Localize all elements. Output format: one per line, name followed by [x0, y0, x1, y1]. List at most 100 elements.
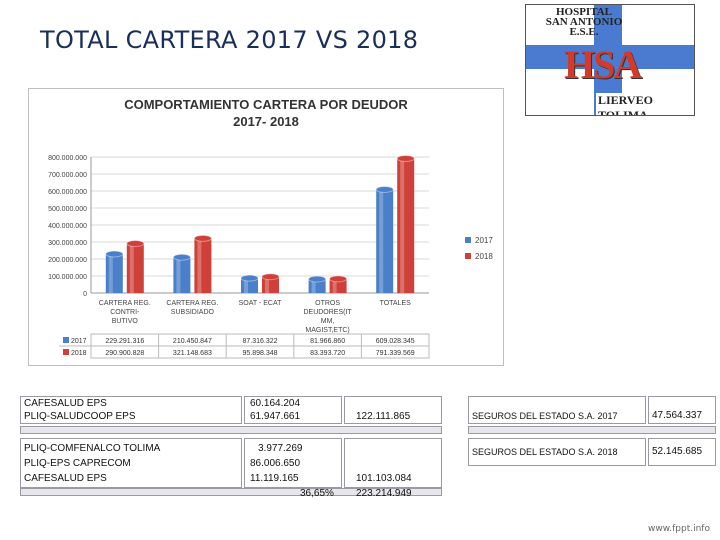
left-row-total: 122.111.865	[356, 411, 411, 422]
legend-swatch-2018	[465, 253, 471, 259]
x-category-label: BUTIVO	[112, 318, 139, 325]
bar-highlight	[379, 189, 384, 293]
bar-2018	[194, 238, 212, 293]
legend-swatch-2017	[465, 237, 471, 243]
right-row-value: 47.564.337	[652, 410, 703, 421]
chart-frame: COMPORTAMIENTO CARTERA POR DEUDOR 2017- …	[28, 88, 504, 366]
x-category-label: MAGIST,ETC)	[305, 327, 349, 334]
x-category-label: TOTALES	[380, 300, 412, 307]
left-table-totals-1	[344, 396, 442, 424]
left-table-block-1	[20, 396, 242, 424]
x-category-label: CARTERA REG.	[99, 300, 151, 307]
y-tick-label: 100.000.000	[48, 274, 87, 281]
table-value: 290.900.828	[105, 350, 144, 357]
bar-2017	[105, 254, 123, 293]
y-tick-label: 400.000.000	[48, 223, 87, 230]
x-category-label: CONTRI-	[110, 309, 140, 316]
bar-highlight	[176, 257, 181, 293]
logo-line1: HOSPITAL	[555, 6, 613, 18]
right-row-label: SEGUROS DEL ESTADO S.A. 2017	[472, 411, 618, 421]
bar-highlight	[197, 238, 202, 293]
left-row-total: 223.214.949	[356, 488, 412, 499]
bar-highlight	[332, 278, 337, 293]
right-table-value-1	[648, 396, 716, 424]
bar-2018	[329, 278, 347, 293]
y-tick-label: 200.000.000	[48, 257, 87, 264]
y-tick-label: 500.000.000	[48, 206, 87, 213]
left-table-values-1	[244, 396, 342, 424]
table-value: 791.339.569	[376, 350, 415, 357]
bar-2017	[308, 279, 326, 293]
logo-name: HOSPITAL SAN ANTONIO E.S.E.	[534, 6, 634, 38]
left-row-label: CAFESALUD EPS	[24, 398, 107, 409]
logo-cross-horizontal	[526, 45, 694, 69]
bar-highlight	[265, 276, 269, 293]
bar-highlight	[244, 278, 248, 293]
x-category-label: OTROS	[315, 300, 340, 307]
bar-chart: 0 100.000.000 200.000.000 300.000.000 400.00…	[48, 154, 493, 359]
left-table-totals-2	[344, 438, 442, 488]
bar-highlight	[311, 279, 316, 293]
x-category-label: SUBSIDIADO	[171, 309, 215, 316]
table-value: 321.148.683	[173, 350, 212, 357]
left-table-divider-1	[20, 426, 442, 434]
left-row-label: PLIQ-COMFENALCO TOLIMA	[24, 443, 161, 454]
right-row-value: 52.145.685	[652, 446, 703, 457]
logo-line3: E.S.E.	[569, 26, 599, 38]
table-value: 83.393.720	[310, 350, 345, 357]
bar-highlight	[400, 158, 405, 293]
slide-title: TOTAL CARTERA 2017 VS 2018	[40, 26, 419, 54]
bar-2018	[262, 276, 279, 293]
left-row-percent: 36,65%	[300, 488, 334, 499]
bar-top	[329, 275, 348, 283]
y-tick-label: 0	[83, 291, 87, 298]
bar-top	[105, 250, 124, 258]
bar-top	[308, 275, 327, 283]
left-row-label: PLIQ-SALUDCOOP EPS	[24, 411, 136, 422]
bar-top	[126, 240, 145, 248]
left-row-value: 61.947.661	[250, 411, 301, 422]
x-category-label: SOAT - ECAT	[239, 300, 283, 307]
left-row-label: PLIQ-EPS CAPRECOM	[24, 458, 131, 469]
left-row-value: 11.119.165	[250, 473, 299, 484]
left-row-value: 60.164.204	[250, 398, 301, 409]
bar-2017	[173, 257, 191, 293]
left-row-value: 86.006.650	[250, 458, 301, 469]
table-series-name: 2018	[71, 350, 87, 357]
table-value: 95.898.348	[242, 350, 277, 357]
bar-highlight	[108, 254, 113, 293]
chart-title: COMPORTAMIENTO CARTERA POR DEUDOR	[124, 97, 408, 112]
right-row-label: SEGUROS DEL ESTADO S.A. 2018	[472, 447, 618, 457]
x-category-label: DEUDORES(IT	[303, 309, 352, 316]
table-legend-swatch	[63, 337, 69, 343]
left-table-divider-2	[20, 488, 442, 496]
bar-top	[261, 273, 280, 281]
legend-label: 2018	[475, 252, 493, 261]
table-series-name: 2017	[71, 338, 87, 345]
left-row-value: 3.977.269	[258, 443, 303, 454]
bar-2017	[376, 189, 394, 293]
bar-2018	[397, 158, 415, 293]
legend-label: 2017	[475, 236, 493, 245]
x-category-label: CARTERA REG.	[166, 300, 218, 307]
right-table-value-2	[648, 438, 716, 466]
bar-2018	[126, 243, 144, 293]
right-table-label-1	[468, 396, 646, 424]
y-tick-label: 300.000.000	[48, 240, 87, 247]
bar-top	[193, 234, 212, 242]
logo-mark: HSA	[564, 42, 642, 87]
bar-highlight	[129, 243, 134, 293]
table-legend-swatch	[63, 349, 69, 355]
logo-city: LIERVEO TOLIMA	[596, 93, 694, 115]
logo-line2: SAN ANTONIO	[545, 16, 623, 28]
bar-top	[240, 274, 259, 282]
table-value: 609.028.345	[376, 338, 415, 345]
y-tick-label: 800.000.000	[48, 155, 87, 162]
left-table-values-2	[244, 438, 342, 488]
table-value: 87.316.322	[242, 338, 277, 345]
bar-top	[396, 154, 415, 162]
table-value: 81.966.860	[310, 338, 345, 345]
hospital-logo: HOSPITAL SAN ANTONIO E.S.E. HSA LIERVEO …	[525, 4, 695, 116]
y-tick-label: 700.000.000	[48, 172, 87, 179]
bar-2017	[241, 278, 258, 293]
